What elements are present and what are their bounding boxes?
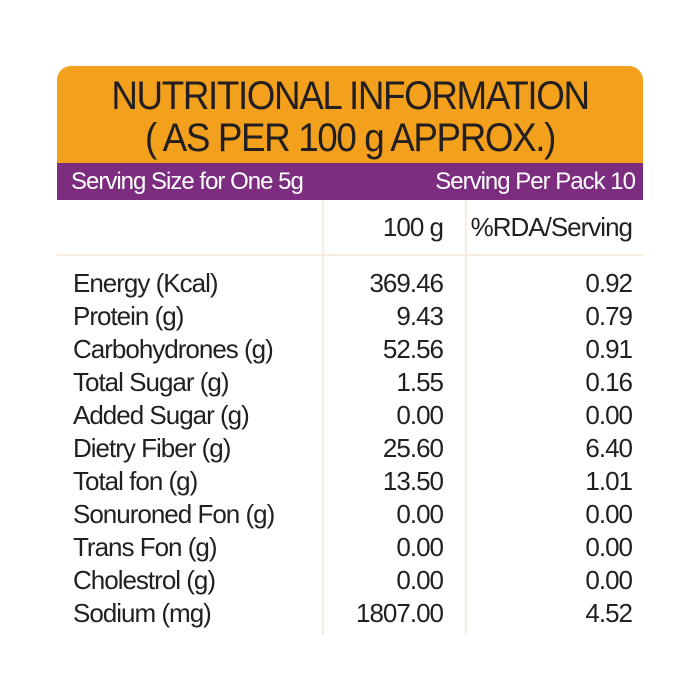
- table-row: Trans Fon (g) 0.00 0.00: [0, 531, 700, 564]
- value-rda: 0.79: [585, 301, 633, 331]
- nutrient-label: Sodium (mg): [73, 598, 212, 628]
- value-rda: 0.16: [585, 367, 633, 397]
- value-100g: 0.00: [396, 565, 444, 595]
- value-100g: 0.00: [396, 400, 444, 430]
- column-divider: [322, 200, 324, 635]
- title-line-1: NUTRITIONAL INFORMATION: [111, 74, 590, 118]
- nutrient-label: Added Sugar (g): [73, 400, 250, 430]
- value-100g: 13.50: [382, 466, 444, 496]
- value-rda: 0.00: [585, 565, 633, 595]
- nutrient-label: Protein (g): [73, 301, 184, 331]
- table-row: Dietry Fiber (g) 25.60 6.40: [0, 432, 700, 465]
- serving-size: Serving Size for One 5g: [71, 168, 304, 195]
- value-rda: 1.01: [585, 466, 633, 496]
- nutrient-label: Energy (Kcal): [73, 268, 218, 298]
- serving-band: Serving Size for One 5g Serving Per Pack…: [57, 163, 643, 200]
- title-line-2: ( AS PER 100 g APPROX.): [144, 116, 556, 160]
- nutrient-label: Carbohydrones (g): [73, 334, 274, 364]
- table-row: Added Sugar (g) 0.00 0.00: [0, 399, 700, 432]
- nutrient-label: Total Sugar (g): [73, 367, 230, 397]
- value-rda: 0.00: [585, 499, 633, 529]
- value-100g: 1.55: [396, 367, 444, 397]
- value-rda: 0.91: [585, 334, 633, 364]
- nutrient-label: Cholestrol (g): [73, 565, 216, 595]
- nutrient-label: Trans Fon (g): [73, 532, 218, 562]
- value-100g: 0.00: [396, 499, 444, 529]
- value-100g: 369.46: [369, 268, 444, 298]
- value-100g: 9.43: [396, 301, 444, 331]
- nutrient-label: Dietry Fiber (g): [73, 433, 231, 463]
- table-row: Sodium (mg) 1807.00 4.52: [0, 597, 700, 630]
- header-divider: [57, 254, 643, 256]
- column-header-rda: %RDA/Serving: [470, 212, 633, 242]
- value-100g: 1807.00: [356, 598, 444, 628]
- title-banner: NUTRITIONAL INFORMATION ( AS PER 100 g A…: [57, 66, 643, 163]
- table-row: Total Sugar (g) 1.55 0.16: [0, 366, 700, 399]
- value-100g: 0.00: [396, 532, 444, 562]
- value-100g: 25.60: [382, 433, 444, 463]
- serving-per-pack: Serving Per Pack 10: [435, 168, 636, 195]
- column-header-100g: 100 g: [382, 212, 444, 242]
- value-rda: 0.00: [585, 532, 633, 562]
- nutrient-label: Total fon (g): [73, 466, 198, 496]
- table-row: Total fon (g) 13.50 1.01: [0, 465, 700, 498]
- value-100g: 52.56: [382, 334, 444, 364]
- table-row: Energy (Kcal) 369.46 0.92: [0, 267, 700, 300]
- table-row: Cholestrol (g) 0.00 0.00: [0, 564, 700, 597]
- table-row: Protein (g) 9.43 0.79: [0, 300, 700, 333]
- value-rda: 0.00: [585, 400, 633, 430]
- nutrient-label: Sonuroned Fon (g): [73, 499, 275, 529]
- column-divider: [465, 200, 467, 635]
- table-row: Sonuroned Fon (g) 0.00 0.00: [0, 498, 700, 531]
- value-rda: 4.52: [585, 598, 633, 628]
- value-rda: 6.40: [585, 433, 633, 463]
- value-rda: 0.92: [585, 268, 633, 298]
- table-row: Carbohydrones (g) 52.56 0.91: [0, 333, 700, 366]
